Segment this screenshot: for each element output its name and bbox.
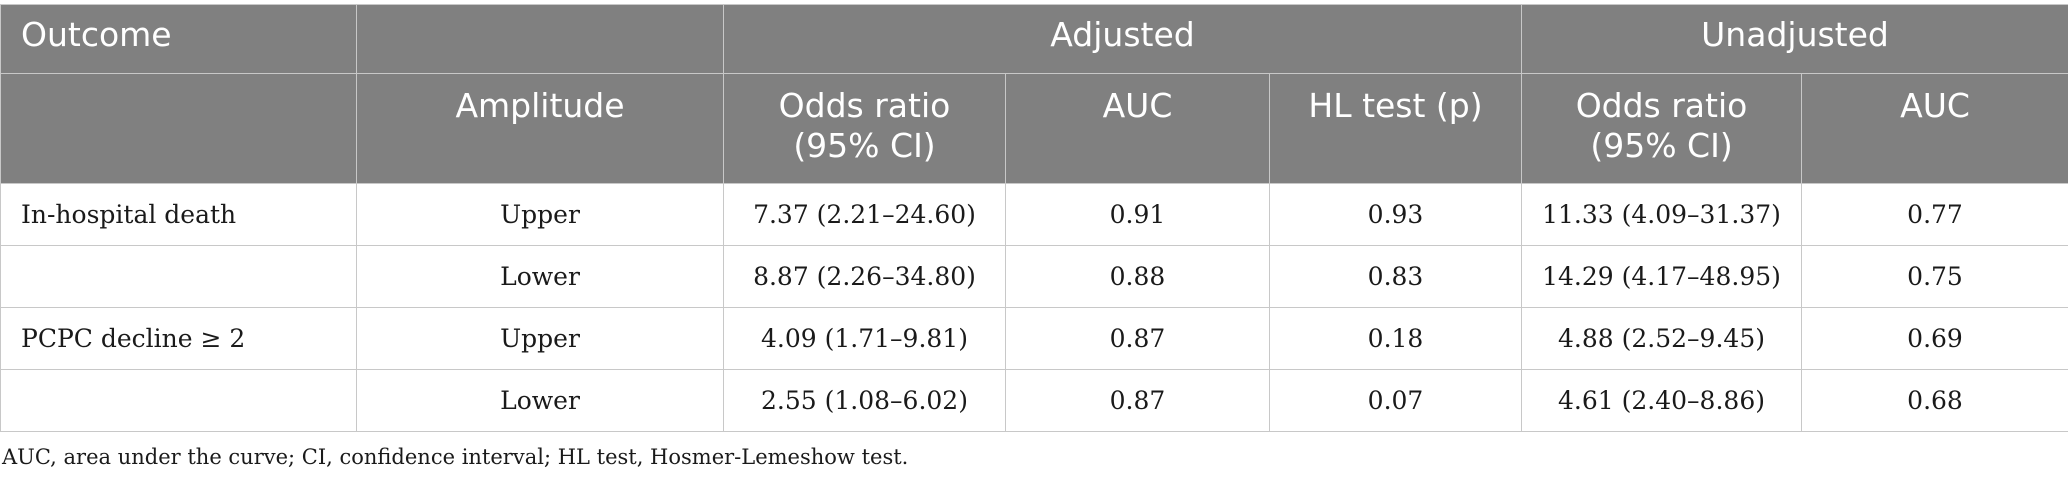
cell-amplitude: Upper: [356, 307, 724, 370]
cell-outcome: [0, 369, 357, 432]
cell-unadjusted-odds-ratio: 4.88 (2.52–9.45): [1521, 307, 1803, 370]
header-adjusted-odds-ratio: Odds ratio (95% CI): [723, 73, 1006, 184]
cell-outcome: PCPC decline ≥ 2: [0, 307, 357, 370]
cell-adjusted-auc: 0.87: [1005, 369, 1270, 432]
cell-unadjusted-auc: 0.68: [1801, 369, 2068, 432]
cell-unadjusted-auc: 0.69: [1801, 307, 2068, 370]
cell-adjusted-odds-ratio: 2.55 (1.08–6.02): [723, 369, 1006, 432]
header-amplitude: Amplitude: [356, 73, 724, 184]
table-row: Lower 2.55 (1.08–6.02) 0.87 0.07 4.61 (2…: [0, 369, 2068, 432]
cell-unadjusted-odds-ratio: 14.29 (4.17–48.95): [1521, 245, 1803, 308]
table-row: PCPC decline ≥ 2 Upper 4.09 (1.71–9.81) …: [0, 307, 2068, 370]
cell-hl-test: 0.83: [1268, 245, 1523, 308]
cell-hl-test: 0.93: [1268, 183, 1523, 246]
header-outcome-blank: [0, 73, 357, 184]
results-table-container: Outcome Adjusted Unadjusted Amplitude Od…: [0, 4, 2068, 432]
cell-amplitude: Upper: [356, 183, 724, 246]
header-adjusted: Adjusted: [722, 4, 1523, 74]
cell-outcome: [0, 245, 357, 308]
cell-adjusted-auc: 0.88: [1005, 245, 1270, 308]
results-table: Outcome Adjusted Unadjusted Amplitude Od…: [0, 4, 2068, 432]
cell-hl-test: 0.07: [1268, 369, 1523, 432]
header-adjusted-auc: AUC: [1005, 73, 1270, 184]
cell-adjusted-auc: 0.87: [1005, 307, 1270, 370]
cell-adjusted-odds-ratio: 8.87 (2.26–34.80): [723, 245, 1006, 308]
cell-amplitude: Lower: [356, 369, 724, 432]
header-unadjusted-odds-ratio: Odds ratio (95% CI): [1521, 73, 1803, 184]
cell-amplitude: Lower: [356, 245, 724, 308]
cell-adjusted-odds-ratio: 4.09 (1.71–9.81): [723, 307, 1006, 370]
header-row-columns: Amplitude Odds ratio (95% CI) AUC HL test…: [0, 73, 2068, 184]
cell-hl-test: 0.18: [1268, 307, 1523, 370]
cell-adjusted-auc: 0.91: [1005, 183, 1270, 246]
table-body: In-hospital death Upper 7.37 (2.21–24.60…: [0, 183, 2068, 432]
header-outcome: Outcome: [0, 4, 357, 74]
table-row: In-hospital death Upper 7.37 (2.21–24.60…: [0, 183, 2068, 246]
header-hl-test: HL test (p): [1268, 73, 1523, 184]
cell-unadjusted-auc: 0.75: [1801, 245, 2068, 308]
table-header: Outcome Adjusted Unadjusted Amplitude Od…: [0, 4, 2068, 184]
header-blank: [356, 4, 724, 74]
cell-adjusted-odds-ratio: 7.37 (2.21–24.60): [723, 183, 1006, 246]
header-unadjusted: Unadjusted: [1521, 4, 2068, 74]
cell-outcome: In-hospital death: [0, 183, 357, 246]
cell-unadjusted-auc: 0.77: [1801, 183, 2068, 246]
table-row: Lower 8.87 (2.26–34.80) 0.88 0.83 14.29 …: [0, 245, 2068, 308]
cell-unadjusted-odds-ratio: 11.33 (4.09–31.37): [1521, 183, 1803, 246]
header-unadjusted-auc: AUC: [1801, 73, 2068, 184]
header-row-groups: Outcome Adjusted Unadjusted: [0, 4, 2068, 74]
table-footnote: AUC, area under the curve; CI, confidenc…: [2, 445, 909, 469]
cell-unadjusted-odds-ratio: 4.61 (2.40–8.86): [1521, 369, 1803, 432]
